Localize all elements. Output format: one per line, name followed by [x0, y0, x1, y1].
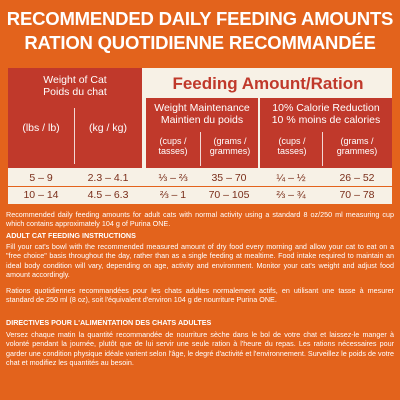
calorie-reduction-title: 10% Calorie Reduction 10 % moins de calo… [260, 102, 392, 126]
row-kg: 2.3 – 4.1 [87, 172, 129, 184]
weight-maintenance-header [146, 98, 258, 168]
instructions-heading-french: DIRECTIVES POUR L'ALIMENTATION DES CHATS… [6, 318, 212, 327]
title-english: RECOMMENDED DAILY FEEDING AMOUNTS [6, 8, 394, 29]
unit-lbs: (lbs / lb) [22, 122, 60, 134]
calorie-reduction-header [260, 98, 392, 168]
wm-cups-label: (cups / tasses) [158, 136, 188, 156]
cr-title-en: 10% Calorie Reduction [272, 102, 380, 114]
weight-label-fr: Poids du chat [43, 86, 107, 98]
row-cr-grams: 26 – 52 [339, 172, 375, 184]
row-cr-cups: ⅔ – ¾ [276, 189, 306, 201]
row-cr-grams: 70 – 78 [339, 189, 375, 201]
table-row: 5 – 9 2.3 – 4.1 ⅓ – ⅔ 35 – 70 ¼ – ½ 26 –… [8, 170, 392, 188]
row-lbs: 5 – 9 [29, 172, 53, 184]
cr-title-fr: 10 % moins de calories [271, 114, 381, 126]
cr-grams-label: (grams / grammes) [336, 136, 378, 156]
row-wm-grams: 70 – 105 [208, 189, 250, 201]
table-row: 10 – 14 4.5 – 6.3 ⅔ – 1 70 – 105 ⅔ – ¾ 7… [8, 187, 392, 205]
wm-grams-label: (grams / grammes) [209, 136, 251, 156]
row-cr-cups: ¼ – ½ [276, 172, 306, 184]
wm-title-fr: Maintien du poids [160, 114, 244, 126]
row-wm-cups: ⅓ – ⅔ [158, 172, 188, 184]
instructions-french: Versez chaque matin la quantité recomman… [6, 330, 394, 367]
divider [74, 108, 75, 164]
row-divider [8, 186, 392, 187]
weight-maintenance-title: Weight Maintenance Maintien du poids [146, 102, 258, 126]
divider [200, 132, 201, 166]
row-lbs: 10 – 14 [23, 189, 59, 201]
note-english: Recommended daily feeding amounts for ad… [6, 210, 394, 229]
weight-header [8, 68, 142, 168]
row-kg: 4.5 – 6.3 [87, 189, 129, 201]
weight-label-en: Weight of Cat [43, 74, 107, 86]
title-french: RATION QUOTIDIENNE RECOMMANDÉE [24, 32, 376, 53]
wm-title-en: Weight Maintenance [154, 102, 250, 114]
row-wm-grams: 35 – 70 [211, 172, 247, 184]
note-french: Rations quotidiennes recommandées pour l… [6, 286, 394, 305]
divider [322, 132, 323, 166]
row-wm-cups: ⅔ – 1 [159, 189, 187, 201]
instructions-heading-english: ADULT CAT FEEDING INSTRUCTIONS [6, 231, 136, 240]
weight-label: Weight of Cat Poids du chat [8, 74, 142, 98]
cr-cups-label: (cups / tasses) [277, 136, 307, 156]
unit-kg: (kg / kg) [89, 122, 127, 134]
feeding-title: Feeding Amount/Ration [172, 74, 364, 93]
feeding-table: Weight of Cat Poids du chat (lbs / lb) (… [8, 68, 392, 204]
instructions-english: Fill your cat's bowl with the recommende… [6, 242, 394, 279]
